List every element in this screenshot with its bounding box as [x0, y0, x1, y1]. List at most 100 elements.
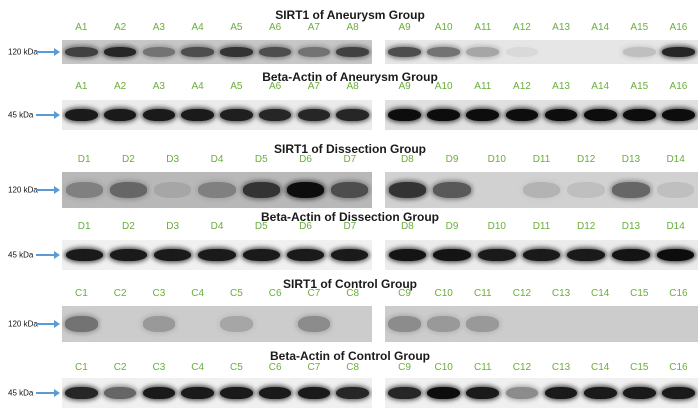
lane-label: D1	[77, 154, 91, 165]
protein-band	[297, 316, 331, 332]
lane-label: A11	[474, 81, 492, 92]
lane-label: C9	[398, 288, 411, 299]
protein-band	[103, 46, 137, 58]
protein-band	[478, 182, 516, 198]
protein-band	[331, 248, 369, 262]
lane-label: A1	[75, 22, 88, 33]
protein-band	[297, 386, 331, 400]
protein-band	[567, 182, 605, 198]
protein-band	[142, 316, 176, 332]
protein-band	[656, 182, 695, 198]
protein-band	[466, 386, 500, 400]
lane-label: C3	[152, 288, 166, 299]
lane-label: C16	[669, 288, 688, 299]
blot-membrane-right	[385, 172, 698, 208]
lane-label: A9	[398, 81, 411, 92]
protein-band	[65, 386, 98, 400]
protein-band	[505, 386, 539, 400]
protein-band	[181, 316, 214, 332]
lane-label: A7	[307, 81, 320, 92]
lane-label: D2	[122, 221, 135, 232]
protein-band	[662, 386, 695, 400]
protein-band	[109, 182, 148, 198]
lane-label: C10	[434, 288, 453, 299]
protein-band	[466, 316, 500, 332]
blot-membrane-right	[385, 40, 698, 64]
lane-label: D11	[532, 221, 551, 232]
protein-band	[466, 46, 500, 58]
lane-label: C14	[591, 288, 610, 299]
protein-band	[297, 46, 331, 58]
lane-label: A8	[346, 22, 359, 33]
arrow-icon	[36, 251, 60, 259]
protein-band	[622, 316, 656, 332]
protein-band	[103, 108, 137, 122]
lane-label: C15	[630, 362, 649, 373]
lane-label: A9	[398, 22, 411, 33]
protein-band	[544, 386, 578, 400]
lane-label: A2	[114, 22, 127, 33]
protein-band	[109, 248, 148, 262]
protein-band	[522, 182, 561, 198]
protein-band	[478, 248, 516, 262]
lane-label: C4	[191, 362, 205, 373]
protein-band	[336, 108, 369, 122]
protein-band	[181, 386, 214, 400]
protein-band	[65, 46, 98, 58]
lane-label: D1	[77, 221, 91, 232]
lane-label: C8	[346, 288, 360, 299]
lane-label: D3	[166, 154, 180, 165]
protein-band	[258, 316, 292, 332]
protein-band	[427, 108, 461, 122]
kda-label: 45 kDa	[8, 388, 34, 398]
protein-band	[567, 248, 605, 262]
protein-band	[286, 248, 325, 262]
lane-label: D6	[299, 221, 312, 232]
protein-band	[258, 46, 292, 58]
lane-label: C1	[74, 362, 88, 373]
lane-label: D10	[487, 154, 506, 165]
protein-band	[65, 182, 103, 198]
lane-label: A10	[434, 81, 453, 92]
lane-label: D9	[445, 221, 459, 232]
lane-label: A11	[474, 22, 492, 33]
protein-band	[181, 108, 214, 122]
protein-band	[433, 182, 471, 198]
protein-band	[612, 182, 650, 198]
protein-band	[656, 248, 695, 262]
lane-label: C8	[346, 362, 360, 373]
lane-label: C9	[398, 362, 411, 373]
protein-band	[220, 386, 253, 400]
protein-band	[466, 108, 500, 122]
kda-label: 120 kDa	[8, 47, 38, 57]
protein-band	[583, 108, 617, 122]
lane-label: D12	[577, 154, 596, 165]
blot-membrane-left	[62, 306, 372, 342]
lane-label: A3	[152, 22, 165, 33]
panel-title: Beta-Actin of Control Group	[270, 349, 430, 363]
protein-band	[65, 108, 98, 122]
lane-label: A7	[307, 22, 320, 33]
lane-label: D5	[254, 154, 268, 165]
lane-label: D7	[343, 221, 357, 232]
blot-membrane-right	[385, 240, 698, 270]
lane-label: C12	[512, 362, 532, 373]
lane-label: C2	[113, 362, 127, 373]
lane-label: C10	[434, 362, 453, 373]
lane-label: D11	[532, 154, 551, 165]
protein-band	[505, 316, 539, 332]
blot-membrane-left	[62, 378, 372, 408]
arrow-icon	[36, 111, 60, 119]
lane-label: A13	[552, 22, 570, 33]
protein-band	[242, 182, 280, 198]
lane-label: A6	[269, 81, 282, 92]
protein-band	[65, 248, 103, 262]
lane-label: C7	[307, 288, 321, 299]
lane-label: A15	[630, 81, 649, 92]
protein-band	[388, 108, 421, 122]
lane-label: C13	[551, 288, 571, 299]
protein-band	[142, 46, 176, 58]
lane-label: D10	[487, 221, 506, 232]
blot-membrane-left	[62, 240, 372, 270]
